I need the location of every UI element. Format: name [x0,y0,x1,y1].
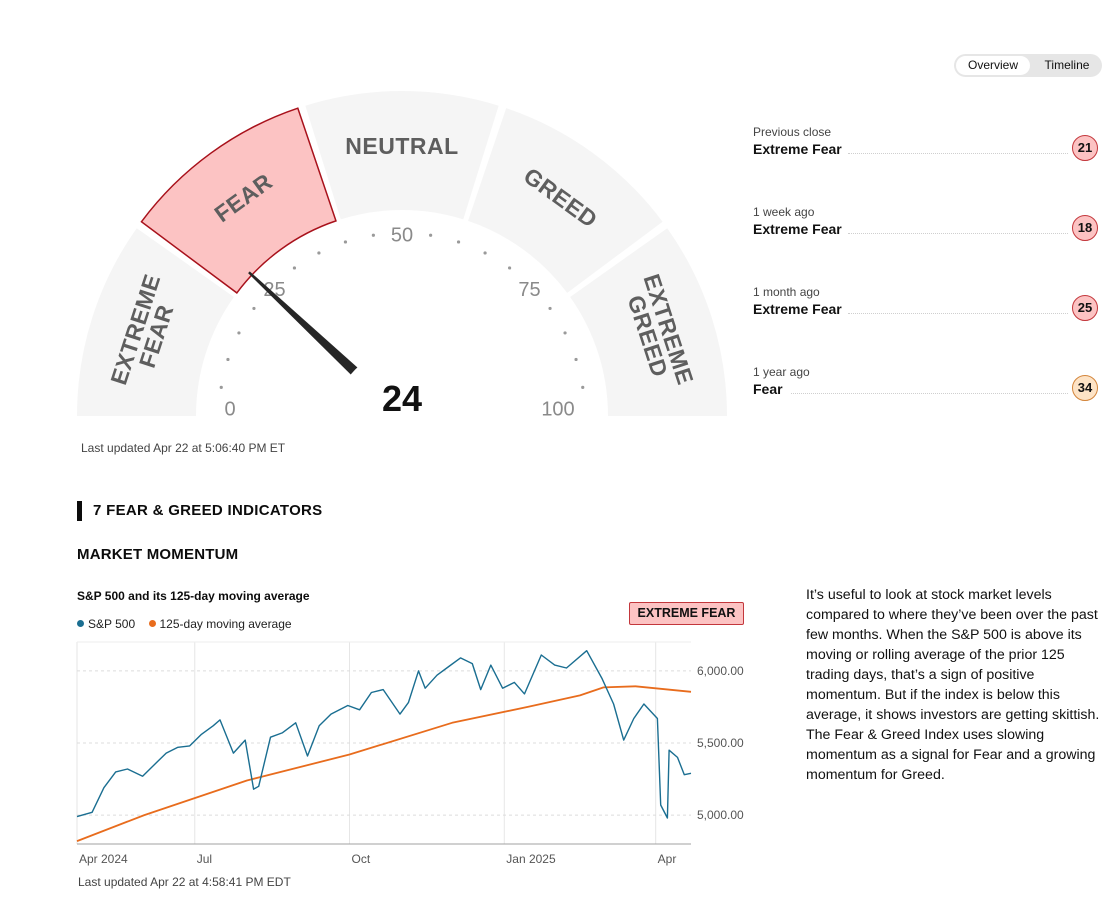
dotted-leader [848,233,1068,234]
gauge-tick-dot [252,306,256,311]
legend-item-sp500[interactable]: S&P 500 [77,617,135,631]
chart-y-tick-label: 5,500.00 [697,736,744,750]
segment-extreme-greed [570,228,727,416]
history-rating: Extreme Fear [753,221,842,237]
gauge-tick-dot [343,240,348,244]
momentum-chart: Apr 2024 Jul Oct Jan 2025 Apr 6,000.00 5,500.0… [76,641,744,866]
fear-greed-gauge: EXTREMEFEARFEARNEUTRALGREEDEXTREMEGREED … [77,91,727,430]
segment-greed [468,108,663,293]
gauge-tick-label: 50 [391,224,413,246]
legend-dot-icon [77,620,84,627]
overview-tab[interactable]: Overview [956,56,1030,75]
history-score-badge: 18 [1072,215,1098,241]
gauge-hub [336,350,468,430]
segment-extreme-fear [77,228,234,416]
view-toggle: Overview Timeline [954,54,1102,77]
gauge-segment-label: EXTREMEGREED [618,271,699,395]
indicator-description: It’s useful to look at stock market leve… [806,587,1100,783]
gauge-tick-label: 0 [224,398,235,420]
gauge-tick-dot [237,331,241,335]
gauge-tick-dot [483,251,487,255]
history-row: Previous close Extreme Fear 21 [753,125,1098,165]
legend-label: 125-day moving average [159,617,292,631]
chart-x-tick-label: Jul [197,852,212,866]
dotted-leader [848,313,1068,314]
gauge-tick-dot [371,233,375,237]
history-rating: Extreme Fear [753,141,842,157]
gauge-segment-label: NEUTRAL [345,133,458,159]
history-period: 1 year ago [753,365,810,379]
dotted-leader [848,153,1068,154]
history-score-badge: 25 [1072,295,1098,321]
chart-y-tick-label: 5,000.00 [697,808,744,822]
indicators-section-title: 7 FEAR & GREED INDICATORS [77,501,322,521]
gauge-tick-dot [219,385,223,389]
indicator-name: MARKET MOMENTUM [77,546,239,563]
gauge-tick-dot [456,240,461,244]
history-row: 1 week ago Extreme Fear 18 [753,205,1098,245]
gauge-score: 24 [382,378,422,419]
chart-title: S&P 500 and its 125-day moving average [77,589,310,603]
history-score-badge: 34 [1072,375,1098,401]
legend-dot-icon [148,620,156,627]
chart-y-tick-label: 6,000.00 [697,664,744,678]
chart-x-tick-label: Oct [352,852,371,866]
dotted-leader [791,393,1068,394]
history-period: 1 month ago [753,285,820,299]
chart-x-tick-label: Jan 2025 [506,852,556,866]
segment-neutral [305,91,499,220]
gauge-tick-dot [581,385,585,389]
gauge-needle [248,271,377,393]
chart-x-tick-label: Apr 2024 [79,852,128,866]
chart-last-updated: Last updated Apr 22 at 4:58:41 PM EDT [78,875,291,889]
legend-item-moving-average[interactable]: 125-day moving average [148,617,292,631]
chart-legend: S&P 500 125-day moving average [77,617,302,631]
history-period: Previous close [753,125,832,139]
gauge-tick-dot [317,251,321,255]
gauge-last-updated: Last updated Apr 22 at 5:06:40 PM ET [81,441,286,455]
moving-average-line [76,685,692,842]
history-row: 1 year ago Fear 34 [753,365,1098,405]
history-period: 1 week ago [753,205,815,219]
history-score-badge: 21 [1072,135,1098,161]
indicator-rating-badge: EXTREME FEAR [629,602,744,625]
sp500-line [76,650,692,819]
legend-label: S&P 500 [88,617,136,631]
history-rating: Fear [753,381,783,397]
gauge-tick-dot [292,266,297,270]
history-row: 1 month ago Extreme Fear 25 [753,285,1098,325]
gauge-tick-dot [507,266,512,270]
gauge-tick-dot [226,357,230,362]
history-rating: Extreme Fear [753,301,842,317]
gauge-tick-label: 100 [541,398,574,420]
gauge-tick-label: 25 [263,279,285,301]
gauge-tick-label: 75 [518,279,540,301]
gauge-tick-dot [429,233,433,237]
timeline-tab[interactable]: Timeline [1044,58,1090,72]
gauge-tick-dot [563,331,567,335]
gauge-tick-dot [574,357,578,362]
gauge-tick-dot [548,306,552,311]
segment-fear [140,107,337,294]
chart-x-tick-label: Apr [658,852,677,866]
